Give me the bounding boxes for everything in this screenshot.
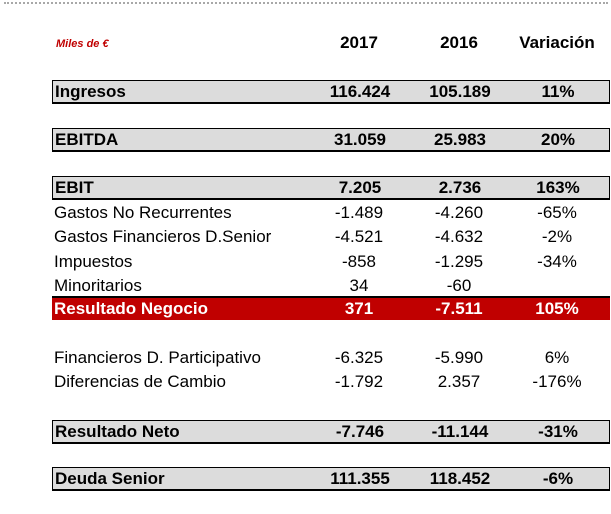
value-2016: -1.295 <box>434 252 484 271</box>
row-label: Diferencias de Cambio <box>54 372 226 391</box>
value-variacion: -2% <box>541 227 573 246</box>
header-2016: 2016 <box>440 33 478 52</box>
value-2017: -4.521 <box>334 227 384 246</box>
value-2016: 2.357 <box>437 372 481 391</box>
value-2016: -4.260 <box>434 203 484 222</box>
value-2016: 2.736 <box>438 177 482 197</box>
row-resultado-neto: Resultado Neto -7.746 -11.144 -31% <box>52 420 610 444</box>
value-variacion: 6% <box>544 348 570 367</box>
row-label: Gastos Financieros D.Senior <box>54 227 272 246</box>
value-variacion: -6% <box>542 468 574 488</box>
top-dotted-rule <box>4 2 608 4</box>
value-2017: 31.059 <box>334 129 386 149</box>
value-2017: -6.325 <box>334 348 384 367</box>
value-variacion: -65% <box>537 203 577 222</box>
row-diferencias-cambio: Diferencias de Cambio -1.792 2.357 -176% <box>52 370 610 394</box>
value-variacion: 105% <box>535 299 579 318</box>
row-label: Financieros D. Participativo <box>54 348 261 367</box>
value-2016: -4.632 <box>434 227 484 246</box>
row-label: Resultado Negocio <box>54 299 208 318</box>
value-variacion: 11% <box>541 81 575 101</box>
row-label: EBIT <box>55 177 94 197</box>
row-gastos-financieros: Gastos Financieros D.Senior -4.521 -4.63… <box>52 225 610 249</box>
value-2017: 371 <box>344 299 374 318</box>
header-2017: 2017 <box>340 33 378 52</box>
row-deuda-senior: Deuda Senior 111.355 118.452 -6% <box>52 467 610 491</box>
row-financieros-participativo: Financieros D. Participativo -6.325 -5.9… <box>52 346 610 370</box>
row-ingresos: Ingresos 116.424 105.189 11% <box>52 80 610 104</box>
value-2017: -858 <box>341 252 377 271</box>
value-2016: 118.452 <box>429 468 491 488</box>
row-label: Ingresos <box>55 81 126 101</box>
row-label: Gastos No Recurrentes <box>54 203 232 222</box>
value-2016: 105.189 <box>429 81 491 101</box>
value-2017: -1.792 <box>334 372 384 391</box>
row-ebit: EBIT 7.205 2.736 163% <box>52 176 610 200</box>
row-resultado-negocio: Resultado Negocio 371 -7.511 105% <box>52 296 610 320</box>
value-2016: -7.511 <box>435 299 483 318</box>
value-variacion: -176% <box>532 372 582 391</box>
row-label: EBITDA <box>55 129 119 149</box>
value-2016: -11.144 <box>431 421 489 441</box>
row-minoritarios: Minoritarios 34 -60 <box>52 274 610 298</box>
value-2017: 34 <box>349 276 369 295</box>
value-variacion: -31% <box>538 421 578 441</box>
value-variacion: 20% <box>540 129 576 149</box>
value-2017: 111.355 <box>330 468 390 488</box>
value-2016: -60 <box>446 276 472 295</box>
row-gastos-no-recurrentes: Gastos No Recurrentes -1.489 -4.260 -65% <box>52 201 610 225</box>
row-label: Deuda Senior <box>55 468 165 488</box>
value-variacion <box>514 274 600 298</box>
units-label: Miles de € <box>56 38 109 50</box>
value-2016: -5.990 <box>434 348 484 367</box>
header-variacion: Variación <box>519 33 595 52</box>
value-variacion: 163% <box>536 177 580 197</box>
value-2017: -1.489 <box>334 203 384 222</box>
row-impuestos: Impuestos -858 -1.295 -34% <box>52 250 610 274</box>
value-2017: -7.746 <box>335 421 385 441</box>
value-2016: 25.983 <box>434 129 486 149</box>
value-variacion: -34% <box>537 252 577 271</box>
row-label: Impuestos <box>54 252 133 271</box>
row-label: Minoritarios <box>54 276 142 295</box>
value-2017: 7.205 <box>338 177 382 197</box>
row-ebitda: EBITDA 31.059 25.983 20% <box>52 128 610 152</box>
value-2017: 116.424 <box>329 81 391 101</box>
row-label: Resultado Neto <box>55 421 180 441</box>
